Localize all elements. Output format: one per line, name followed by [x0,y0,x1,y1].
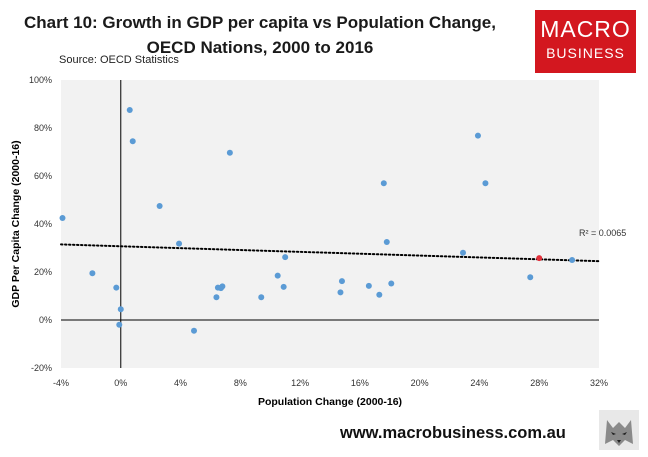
source-note: Source: OECD Statistics [59,54,179,66]
data-point [226,149,233,156]
x-tick-label: -4% [53,378,69,388]
chart-title-line1: Chart 10: Growth in GDP per capita vs Po… [24,13,496,32]
data-point [156,203,163,209]
y-tick-label: 0% [39,315,52,325]
x-tick-label: 0% [114,378,127,388]
data-point [383,239,390,245]
data-point [388,280,395,287]
data-point [365,282,372,289]
trendline [60,243,600,263]
x-tick-label: 8% [234,378,247,388]
data-point [191,327,198,334]
plot-area [61,80,599,368]
data-point [376,291,383,298]
data-point [116,321,123,328]
y-tick-label: 60% [34,171,52,181]
data-point [59,215,66,221]
points-layer [59,107,576,334]
data-point [380,180,387,187]
data-point [569,257,576,263]
x-tick-label: 28% [530,378,548,388]
data-point [258,294,265,301]
data-point [274,272,281,279]
x-tick-label: 32% [590,378,608,388]
y-tick-label: 20% [34,267,52,277]
x-tick-label: 24% [470,378,488,388]
tick-labels: -4% 0% 4% 8% 12% 16% 20% 24% 28% 32% -20% 0% 20% 40% 6… [29,75,608,388]
data-point [126,107,133,113]
chart-title-line2: OECD Nations, 2000 to 2016 [146,38,374,57]
data-point [482,180,489,187]
website-url[interactable]: www.macrobusiness.com.au [340,424,566,442]
data-point [219,283,226,290]
axes [61,80,599,368]
chart-title: Chart 10: Growth in GDP per capita vs Po… [20,10,500,60]
wolf-logo-icon [599,410,639,450]
x-tick-label: 16% [351,378,369,388]
data-point [129,138,136,145]
trendline-layer: R² = 0.0065 [60,228,626,263]
y-tick-label: -20% [31,363,52,373]
y-axis-title: GDP Per Capita Change (2000-16) [10,140,22,308]
logo-line1: MACRO [540,16,631,42]
data-point [113,284,120,291]
y-tick-label: 40% [34,219,52,229]
data-point [527,274,534,281]
y-tick-label: 100% [29,75,52,85]
x-axis-title: Population Change (2000-16) [257,396,403,408]
r-squared-label: R² = 0.0065 [579,228,626,238]
data-point [282,254,289,261]
data-point [176,240,183,247]
x-tick-label: 20% [411,378,429,388]
logo-line2: BUSINESS [546,45,625,61]
data-point [474,132,481,139]
x-tick-label: 4% [174,378,187,388]
x-tick-label: 12% [291,378,309,388]
data-point [460,249,467,256]
data-point [280,283,287,290]
data-point-highlighted [536,255,543,262]
y-tick-label: 80% [34,123,52,133]
data-point [89,270,96,277]
data-point [117,306,124,313]
data-point [337,289,344,296]
macrobusiness-logo: MACRO BUSINESS [535,10,636,73]
data-point [213,294,220,301]
data-point [338,278,345,285]
